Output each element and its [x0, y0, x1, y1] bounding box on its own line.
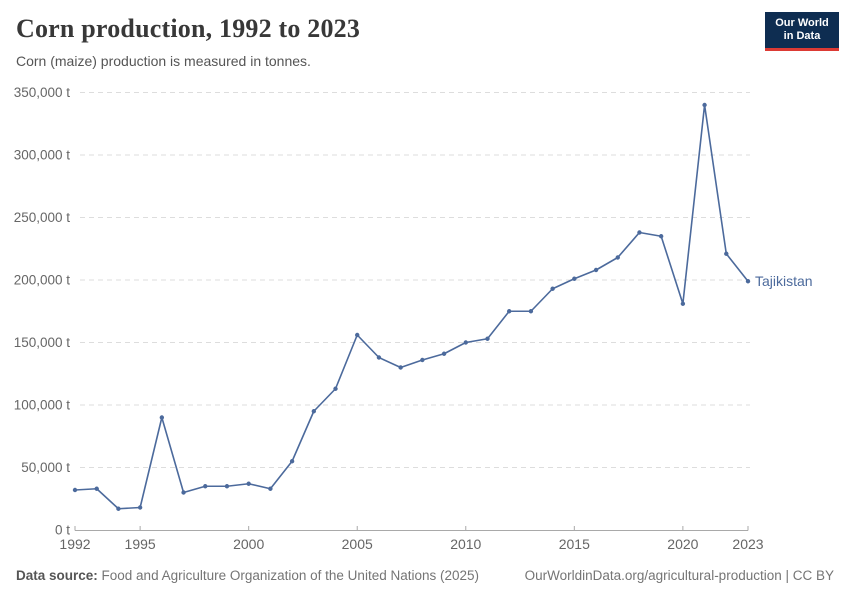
- data-point[interactable]: [94, 486, 99, 491]
- data-point[interactable]: [506, 309, 512, 314]
- owid-logo[interactable]: Our World in Data: [765, 12, 839, 51]
- data-point[interactable]: [181, 490, 186, 495]
- data-point[interactable]: [311, 409, 317, 414]
- data-point[interactable]: [702, 102, 707, 108]
- data-point[interactable]: [615, 255, 620, 260]
- data-point[interactable]: [724, 251, 729, 256]
- data-point[interactable]: [268, 486, 273, 491]
- data-point[interactable]: [420, 357, 425, 363]
- data-point[interactable]: [441, 351, 447, 356]
- data-point[interactable]: [485, 336, 490, 341]
- owid-logo-line2: in Data: [783, 30, 821, 43]
- data-point[interactable]: [72, 487, 78, 493]
- chart-subtitle: Corn (maize) production is measured in t…: [16, 53, 311, 69]
- y-axis-tick-label: 100,000 t: [14, 398, 71, 413]
- x-axis-tick-label: 2023: [732, 536, 763, 552]
- y-axis-tick-label: 200,000 t: [14, 273, 71, 288]
- data-point[interactable]: [137, 505, 143, 510]
- data-point[interactable]: [116, 506, 121, 511]
- chart-footer: Data source: Food and Agriculture Organi…: [16, 568, 834, 583]
- x-axis-tick-label: 2020: [667, 536, 698, 552]
- data-point[interactable]: [680, 301, 686, 306]
- y-axis-tick-label: 50,000 t: [21, 460, 70, 475]
- y-axis-tick-label: 250,000 t: [14, 210, 71, 225]
- series-line[interactable]: [74, 104, 749, 510]
- data-point[interactable]: [246, 481, 251, 486]
- data-point[interactable]: [159, 415, 165, 420]
- data-point[interactable]: [658, 234, 664, 239]
- y-axis-tick-label: 150,000 t: [14, 335, 71, 350]
- owid-logo-line1: Our World: [775, 17, 829, 29]
- series-label[interactable]: Tajikistan: [755, 273, 813, 289]
- y-axis-tick-label: 300,000 t: [14, 148, 71, 163]
- data-point[interactable]: [289, 459, 295, 464]
- y-axis-tick-label: 350,000 t: [14, 85, 71, 100]
- data-point[interactable]: [376, 355, 382, 360]
- data-point[interactable]: [203, 484, 208, 489]
- x-axis-tick-label: 2010: [450, 536, 481, 552]
- data-point[interactable]: [593, 267, 599, 273]
- data-point[interactable]: [572, 276, 577, 281]
- data-point[interactable]: [398, 365, 403, 370]
- chart-title: Corn production, 1992 to 2023: [16, 14, 361, 43]
- x-axis-tick-label: 1992: [59, 536, 90, 552]
- footer-citation-link[interactable]: OurWorldinData.org/agricultural-producti…: [524, 568, 834, 583]
- data-point[interactable]: [333, 386, 338, 391]
- x-axis-tick-label: 2000: [233, 536, 264, 552]
- data-point[interactable]: [528, 309, 534, 314]
- data-source: Data source: Food and Agriculture Organi…: [16, 568, 479, 583]
- data-source-label: Data source:: [16, 568, 98, 583]
- x-axis-tick-label: 1995: [125, 536, 156, 552]
- data-point[interactable]: [550, 286, 555, 291]
- chart-header: Corn production, 1992 to 2023 Corn (maiz…: [16, 14, 360, 69]
- x-axis-tick-label: 2005: [342, 536, 373, 552]
- x-axis-tick-label: 2015: [559, 536, 590, 552]
- data-point[interactable]: [745, 279, 751, 284]
- data-point[interactable]: [224, 484, 230, 489]
- y-axis-tick-label: 0 t: [55, 523, 70, 538]
- data-point[interactable]: [355, 332, 360, 338]
- data-point[interactable]: [637, 230, 642, 235]
- data-source-text: Food and Agriculture Organization of the…: [97, 568, 480, 583]
- data-point[interactable]: [463, 340, 468, 345]
